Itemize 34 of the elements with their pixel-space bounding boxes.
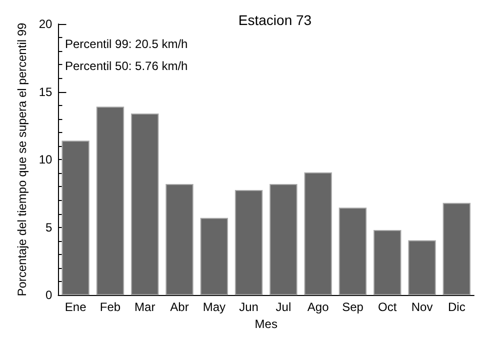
bar [96,106,124,296]
bar [62,140,90,296]
bar [200,218,228,296]
y-axis-title: Porcentaje del tiempo que se supera el percentil 99 [15,22,29,296]
x-tick-label: Ene [64,300,87,314]
x-tick-label: Feb [100,300,121,314]
bar [234,190,263,296]
x-tick-label: Oct [378,300,398,314]
x-tick-label: Mar [134,300,156,314]
bar [304,172,332,296]
x-tick-label: May [202,300,226,314]
bar [374,230,402,296]
annotation: Percentil 99: 20.5 km/h [65,37,188,51]
x-tick-label: Nov [411,300,433,314]
x-tick-label: Jun [239,300,258,314]
bar [166,184,194,296]
y-tick-label: 15 [38,84,53,99]
y-tick-label: 10 [38,152,53,167]
x-tick-label: Jul [276,300,292,314]
x-tick-label: Dic [448,300,466,314]
bar [270,184,298,296]
bar [408,240,436,296]
x-tick-label: Ago [307,300,330,314]
bar [442,202,471,296]
y-tick-label: 5 [46,220,53,234]
annotation: Percentil 50: 5.76 km/h [65,59,188,73]
y-tick-label: 0 [46,288,53,302]
bar [131,113,159,296]
chart-title: Estacion 73 [238,12,312,28]
x-tick-label: Abr [170,300,189,314]
x-tick-label: Sep [342,300,364,314]
y-tick-label: 20 [38,17,53,31]
x-axis-title: Mes [254,317,278,331]
bar [338,208,367,296]
